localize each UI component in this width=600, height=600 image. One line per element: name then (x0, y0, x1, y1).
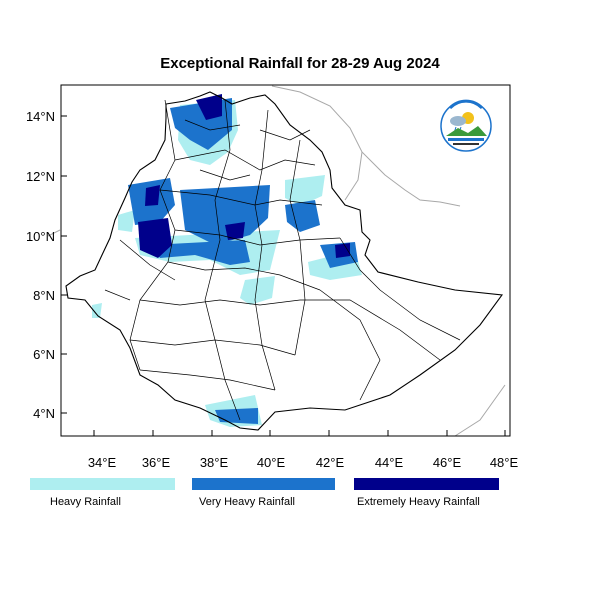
lat-label-8n: 8°N (33, 288, 55, 303)
lon-label-34e: 34°E (88, 455, 117, 470)
legend-label-extremely-heavy: Extremely Heavy Rainfall (357, 496, 480, 508)
lon-label-42e: 42°E (316, 455, 345, 470)
internal-boundaries (104, 99, 461, 421)
legend-extremely-heavy: Extremely Heavy Rainfall (354, 478, 499, 518)
rainfall-extremely-heavy-areas (138, 94, 350, 258)
lon-label-36e: 36°E (142, 455, 171, 470)
lon-label-38e: 38°E (200, 455, 229, 470)
lat-label-4n: 4°N (33, 406, 55, 421)
lat-label-12n: 12°N (26, 169, 55, 184)
legend-label-heavy: Heavy Rainfall (50, 496, 121, 508)
lon-label-48e: 48°E (490, 455, 519, 470)
lon-label-46e: 46°E (433, 455, 462, 470)
legend-very-heavy: Very Heavy Rainfall (192, 478, 335, 518)
legend-swatch-heavy (30, 478, 175, 490)
legend-label-very-heavy: Very Heavy Rainfall (199, 496, 295, 508)
legend-swatch-very-heavy (192, 478, 335, 490)
legend-swatch-extremely-heavy (354, 478, 499, 490)
plot-frame (60, 84, 511, 437)
ethiopia-border (65, 91, 504, 431)
lat-label-10n: 10°N (26, 229, 55, 244)
ethiopian-meteorology-institute-logo (440, 99, 492, 152)
lon-label-44e: 44°E (375, 455, 404, 470)
lat-label-14n: 14°N (26, 109, 55, 124)
lon-label-40e: 40°E (257, 455, 286, 470)
lon-axis: 34°E 36°E 38°E 40°E 42°E 44°E 46°E 48°E (88, 430, 519, 470)
lat-label-6n: 6°N (33, 347, 55, 362)
lat-axis: 14°N 12°N 10°N 8°N 6°N 4°N (26, 109, 67, 421)
neighbor-borders (47, 85, 506, 437)
legend-heavy: Heavy Rainfall (30, 478, 175, 518)
map-title: Exceptional Rainfall for 28-29 Aug 2024 (160, 55, 440, 72)
